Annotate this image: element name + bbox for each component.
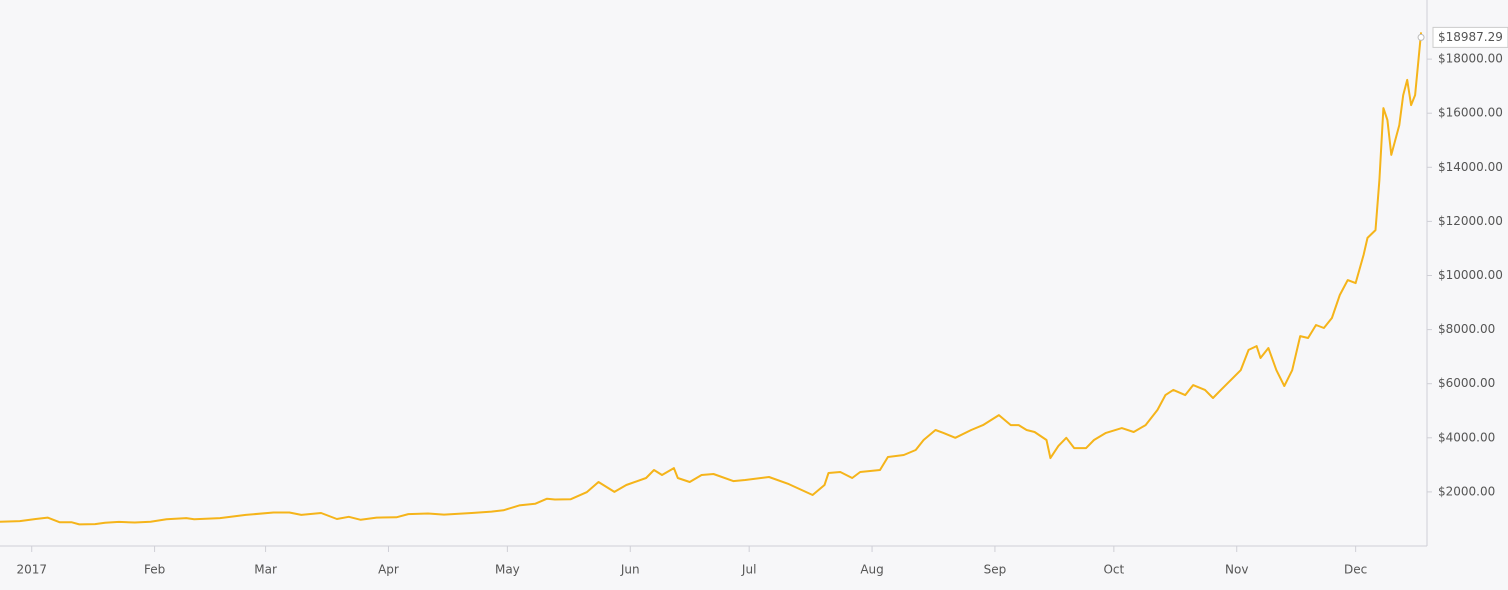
y-tick-label: $12000.00 [1438,214,1503,228]
x-tick-label: Mar [254,563,277,577]
x-tick-label: Feb [144,563,165,577]
y-tick-label: $14000.00 [1438,160,1503,174]
x-tick-label: Oct [1103,563,1124,577]
value-label: $18987.29 [1438,30,1503,44]
x-tick-label: Sep [984,563,1007,577]
y-tick-label: $4000.00 [1438,430,1495,444]
x-tick-label: Nov [1225,563,1248,577]
last-point [1417,33,1425,41]
y-tick-label: $10000.00 [1438,268,1503,282]
x-tick-label: Dec [1344,563,1367,577]
y-tick-label: $6000.00 [1438,376,1495,390]
y-tick-label: $8000.00 [1438,322,1495,336]
x-tick-label: 2017 [16,563,47,577]
y-tick-label: $18000.00 [1438,52,1503,66]
x-tick-label: Aug [860,563,883,577]
x-tick-label: Apr [378,563,399,577]
x-tick-label: May [495,563,520,577]
price-line [0,32,1423,526]
x-tick-label: Jun [620,563,640,577]
y-tick-label: $2000.00 [1438,484,1495,498]
x-tick-label: Jul [741,563,756,577]
y-tick-label: $16000.00 [1438,106,1503,120]
